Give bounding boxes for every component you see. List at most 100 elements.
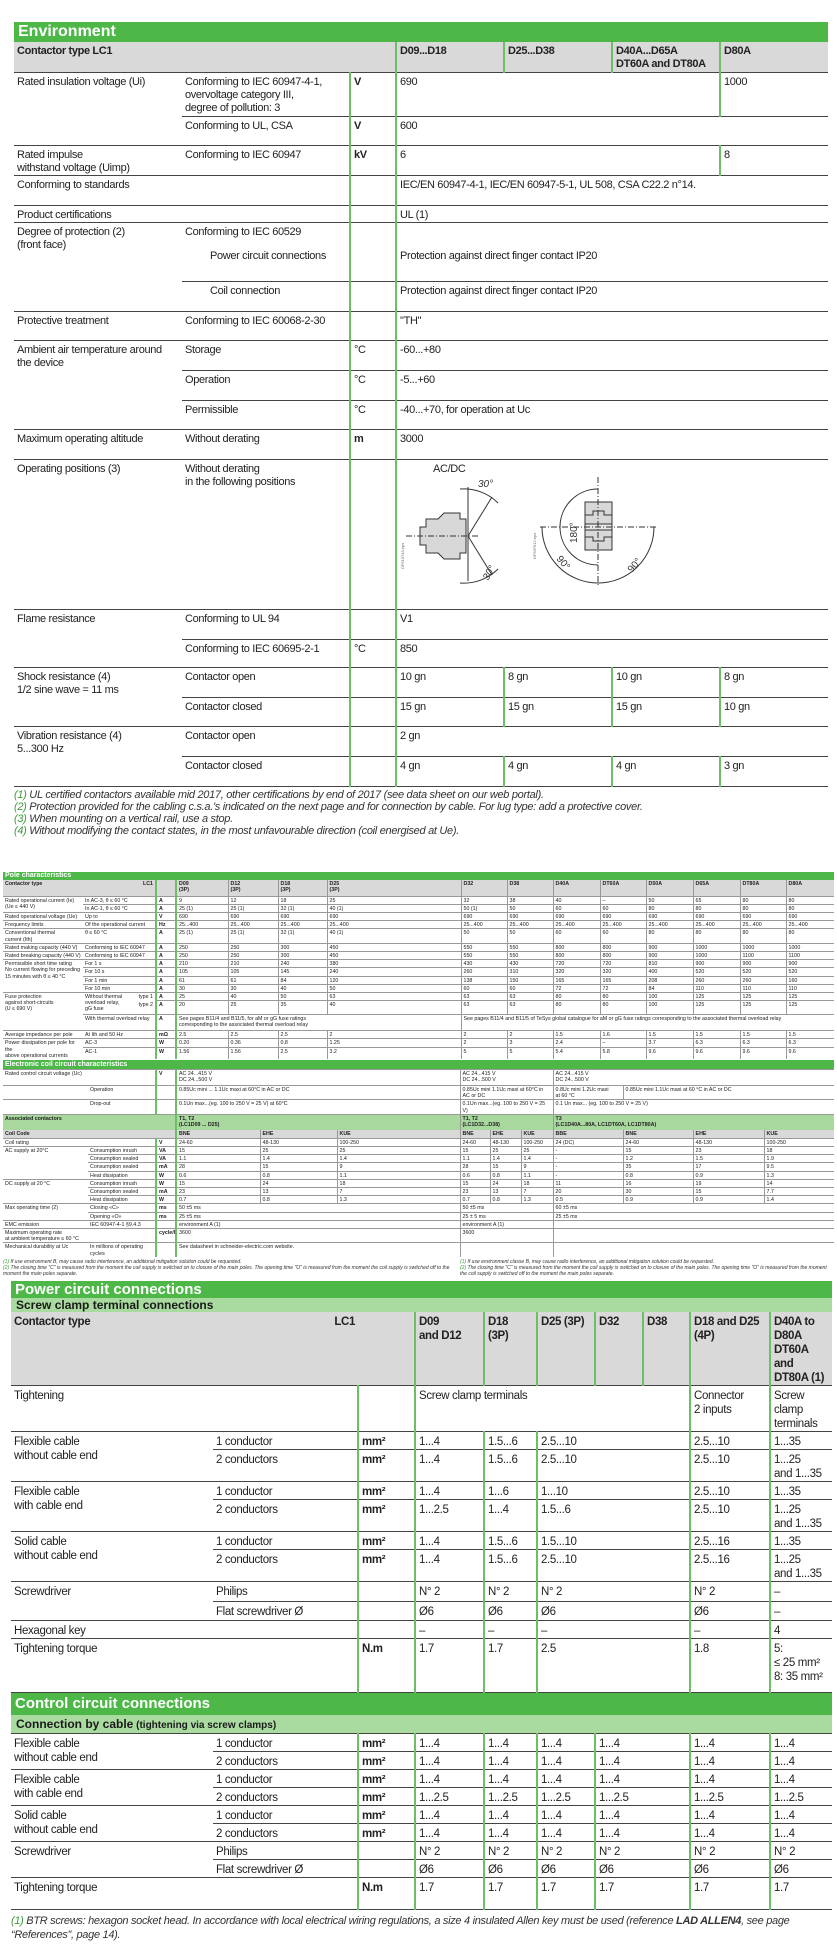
cell-text: °C [354,373,366,386]
table-cell: 2 conductors [213,1751,358,1770]
table-cell: 25 (1) [175,928,228,944]
table-cell: 720 [599,959,646,968]
cell-text: 28 [179,1164,185,1171]
table-cell: Conventional thermal current (Ith) [3,928,83,944]
cell-text: 35 [625,1164,632,1171]
cell-text: 25...400 [742,922,762,929]
cell-text: 1.5 [695,1032,703,1039]
cell-text: Tightening [14,1390,64,1402]
cell-text: 1...4 [599,1828,620,1840]
cell-text: 0.8 [262,1172,270,1179]
table-cell: 50 [645,895,693,905]
cell-text: 100 [648,1002,658,1009]
table-cell: In AC-1, θ ≤ 60 °C [83,903,156,913]
table-cell: 2.5...10 [536,1549,690,1582]
table-cell: 1.7 [414,1638,484,1693]
table-cell: 1 conductor [213,1481,358,1500]
table-cell [155,1084,176,1100]
table-cell: 145 [277,967,327,977]
table-cell: 165 [599,975,646,985]
table-cell: 1...4 [689,1751,771,1770]
table-cell: 50 [326,983,461,993]
cell-text: Coil Code [5,1131,30,1138]
table-cell: EHE [489,1130,522,1139]
table-cell: 550 [460,950,507,960]
table-cell: 25 [326,895,461,905]
table-cell: Flexible cable with cable end [11,1769,213,1806]
cell-text: 165 [602,977,612,984]
table-cell: 1.7 [483,1877,537,1910]
table-cell: 1...4 [689,1823,771,1842]
cell-text: 25...400 [280,922,300,929]
cell-text: 2 conductors [216,1554,278,1566]
cell-text: 80 [742,930,749,937]
table-cell: 50 [277,991,327,1001]
cell-text: 4 gn [616,759,637,772]
cell-text: 110 [788,985,797,992]
table-cell: 2 conductors [213,1787,358,1806]
table-cell: Operation [88,1084,156,1100]
cell-text: 250 [179,952,188,959]
table-cell: 1...4 [536,1769,595,1788]
cell-text: Of the operational current [85,922,146,929]
table-cell: Flame resistance [14,608,182,667]
cell-text: 9.6 [788,1048,796,1055]
cell-text: 2.5...10 [541,1454,577,1466]
table-cell: 2.5...10 [689,1449,770,1482]
cell-text: 80 [788,930,795,937]
table-cell: 1.4 [259,1154,337,1163]
cell-text: 35 [280,1002,287,1009]
table-cell: BNE [622,1130,694,1139]
table-cell: ms [155,1203,176,1213]
table-cell: 60 [552,928,600,944]
table-cell: Coil rating [3,1137,156,1147]
cell-text: 0.85Uc mini 1.1Uc maxi at 60°C in AC or … [462,1087,544,1100]
table-cell: V [155,911,176,921]
cell-text: 1.5...6 [488,1536,518,1548]
table-cell: 18 [763,1146,835,1155]
footnote: (1) If use environment B, may cause radi… [3,1259,242,1265]
table-cell: 1...2.5 [593,1787,691,1806]
table-row: Screwdriver Philips N° 2 N° 2 N° 2 N° 2 – [11,1581,832,1621]
table-row: With thermal overload relay A See pages B1… [3,1014,834,1031]
table-cell: Without derating [182,428,350,459]
table-cell: In millions of operating cycles [88,1242,156,1257]
table-cell: 9.6 [739,1046,786,1060]
cell-text: 3600 [179,1230,191,1237]
table-cell: VA [155,1154,176,1163]
cell-text: 0.6 [179,1172,187,1179]
cell-text: 5: ≤ 25 mm² 8: 35 mm² [774,1643,823,1683]
table-cell [348,696,397,726]
cell-text: mm² [362,1554,386,1566]
cell-text: 23 [179,1189,185,1196]
table-cell: 0.5 [552,1195,624,1204]
cell-text: 50 [509,930,516,937]
table-row: Flat screwdriver Ø Ø6 Ø6 Ø6 Ø6 – [11,1601,832,1621]
cell-text: 1...35 [774,1486,801,1498]
cell-text: Flexible cable with cable end [14,1486,83,1512]
cell-text: A [159,944,163,951]
cell-text: 250 [230,952,240,959]
cell-text: – [541,1625,548,1637]
cell-text: 1...4 [541,1810,562,1822]
table-cell: 80 [645,928,693,944]
table-row: Permissible °C -40...+70, for operation at… [14,399,829,429]
cell-text: 50 (1) [463,905,478,912]
table-cell: 65 [692,895,740,905]
table-cell: 28 [459,1162,491,1172]
table-cell: KUE [336,1130,461,1139]
cell-text: 1...4 [599,1756,620,1768]
cell-text: 23 [695,1148,702,1155]
cell-text: Rated operational current (Ie) (Ue ≤ 440… [5,897,75,910]
subheading-note: (tightening via screw clamps) [133,1720,277,1731]
cell-text: 2 gn [400,729,421,742]
table-cell: 2 conductors [213,1449,358,1482]
cell-text: 80 [788,897,795,904]
table-cell: N.m [357,1638,415,1693]
table-cell: D40A [552,880,600,896]
cell-text: 2 [509,1032,513,1039]
table-cell: 450 [326,950,461,960]
cell-text: 0.20 [179,1040,190,1047]
cell-text: 240 [280,961,290,968]
cell-text: 430 [509,961,519,968]
